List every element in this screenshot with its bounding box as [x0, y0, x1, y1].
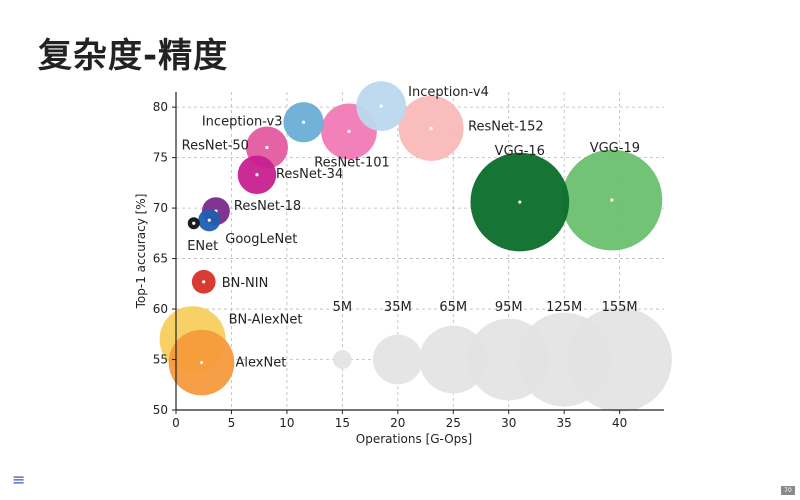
size-legend-label: 125M	[546, 300, 582, 315]
page-number: 70	[781, 486, 795, 495]
bubble-label: ResNet-152	[468, 119, 544, 134]
bubble-label: ResNet-101	[314, 155, 390, 170]
size-legend-label: 95M	[495, 300, 523, 315]
bubble-center-dot	[429, 126, 433, 130]
bubble-center-dot	[610, 198, 614, 202]
bubble-label: BN-NIN	[222, 276, 269, 291]
x-tick-label: 5	[228, 416, 236, 430]
x-tick-label: 40	[612, 416, 627, 430]
size-legend: 5M 35M 65M 95M 125M 155M	[333, 300, 672, 412]
bubble-center-dot	[301, 120, 306, 124]
bubble-center-dot	[379, 104, 383, 108]
size-legend-label: 35M	[384, 300, 412, 315]
y-tick-label: 65	[153, 252, 168, 266]
size-legend-bubble	[332, 350, 352, 369]
y-tick-label: 55	[153, 353, 168, 367]
bubble-center-dot	[255, 173, 259, 177]
bubble-label: AlexNet	[236, 356, 287, 371]
axes-layer: 0 5 10 15 20 25 30 35 40 50 55 60 65 70 75 80	[153, 92, 664, 430]
bubble-label: VGG-19	[590, 141, 640, 156]
bubble-center-dot	[207, 218, 211, 222]
x-tick-label: 10	[279, 416, 294, 430]
x-tick-label: 30	[501, 416, 516, 430]
bubble-label: ENet	[187, 239, 218, 254]
bubble-center-dot	[202, 280, 206, 284]
bubble-label: BN-AlexNet	[229, 312, 303, 327]
size-legend-label: 155M	[602, 300, 638, 315]
slide-title: 复杂度-精度	[38, 36, 229, 76]
y-axis-title: Top-1 accuracy [%]	[134, 194, 148, 310]
menu-icon[interactable]: ≡	[12, 470, 26, 489]
x-tick-label: 35	[557, 416, 572, 430]
bubble-center-dot	[347, 129, 351, 133]
x-tick-label: 0	[172, 416, 180, 430]
bubble-center-dot	[199, 360, 204, 365]
bubble-label: VGG-16	[495, 144, 545, 159]
bubble-label: ResNet-50	[182, 139, 249, 154]
bubble-center-dot	[518, 200, 522, 204]
bubble-layer: AlexNet BN-AlexNet BN-NIN ENet GoogLeNet ResN…	[159, 81, 663, 396]
y-tick-label: 60	[153, 302, 168, 316]
size-legend-bubble	[419, 325, 488, 394]
size-legend-bubble	[372, 334, 423, 385]
x-axis-title: Operations [G-Ops]	[356, 432, 472, 446]
y-tick-label: 75	[153, 151, 168, 165]
size-legend-label: 5M	[333, 300, 353, 315]
x-tick-label: 20	[390, 416, 405, 430]
y-tick-label: 50	[153, 403, 168, 417]
bubble-label: Inception-v3	[202, 114, 283, 129]
bubble-label: GoogLeNet	[225, 232, 297, 247]
bubble-label: ResNet-18	[234, 199, 301, 214]
size-legend-label: 65M	[439, 300, 467, 315]
y-tick-label: 80	[153, 100, 168, 114]
bubble-center-dot	[192, 221, 196, 225]
x-tick-label: 25	[446, 416, 461, 430]
bubble-label: ResNet-34	[276, 167, 343, 182]
x-tick-label: 15	[335, 416, 350, 430]
y-tick-label: 70	[153, 201, 168, 215]
size-legend-bubble	[567, 307, 672, 412]
bubble-label: Inception-v4	[408, 85, 489, 100]
bubble-center-dot	[265, 145, 269, 150]
